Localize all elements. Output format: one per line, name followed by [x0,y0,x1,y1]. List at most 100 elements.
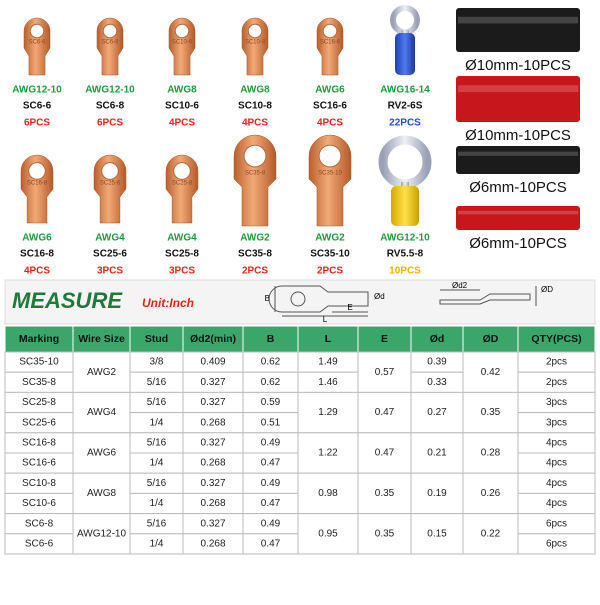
cell-text: 0.327 [200,478,225,489]
awg-label: AWG16-14 [380,85,430,96]
header-label: L [325,333,332,345]
table-cell [462,472,519,515]
cell-text: 3pcs [546,397,567,408]
cell-text: 0.33 [427,377,447,388]
cell-text: 0.47 [261,498,281,509]
lug-hole [28,162,46,180]
cell-text: 0.268 [200,458,225,469]
diagram-label: B [265,294,270,303]
header-label: B [267,333,275,345]
cell-text: 5/16 [147,377,167,388]
tube-shine [458,85,578,93]
qty-label: 4PCS [317,118,343,129]
cell-text: 1.29 [318,407,338,418]
tube-label: Ø10mm-10PCS [465,57,571,74]
cell-text: 0.27 [427,407,447,418]
cell-text: 0.35 [481,407,501,418]
cell-text: 2pcs [546,377,567,388]
qty-label: 4PCS [169,118,195,129]
cell-text: 0.28 [481,448,501,459]
lug-stamp: SC25-8 [172,181,193,187]
lug-hole [102,23,118,39]
cell-text: 0.21 [427,448,447,459]
header-cell [72,325,131,353]
heat-shrink-tube [456,8,580,52]
header-label: Stud [145,333,168,345]
ring [390,5,420,35]
table-cell [410,391,464,434]
cell-text: AWG4 [87,407,117,418]
cell-text: SC25-6 [22,417,56,428]
lug-hole [174,23,190,39]
cell-text: 1.46 [318,377,338,388]
cell-text: 0.47 [375,407,395,418]
cell-text: 0.327 [200,518,225,529]
cell-text: 4pcs [546,438,567,449]
awg-label: AWG6 [315,85,345,96]
lug-stamp: SC16-8 [27,181,48,187]
cell-text: 0.47 [375,448,395,459]
cell-text: AWG12-10 [77,528,127,539]
cell-text: SC35-8 [22,377,56,388]
table-cell [357,513,412,555]
cell-text: 0.47 [261,458,281,469]
cell-text: 4pcs [546,478,567,489]
model-label: SC10-6 [165,101,199,112]
heat-shrink-tube [456,146,580,174]
table-cell [357,351,412,393]
awg-label: AWG4 [167,233,197,244]
table-cell [410,472,464,515]
awg-label: AWG8 [167,85,197,96]
cell-text: 3/8 [150,357,164,368]
lug-hole [322,23,338,39]
table-cell [462,513,519,555]
cell-text: AWG6 [87,448,117,459]
header-cell [297,325,359,353]
cell-text: 0.47 [261,539,281,550]
cell-text: 0.62 [261,357,281,368]
model-label: SC25-8 [165,249,199,260]
cell-text: 1.49 [318,357,338,368]
header-cell [462,325,519,353]
qty-label: 6PCS [97,118,123,129]
lug-hole [101,162,119,180]
diagram-label: Ød2 [452,281,468,290]
awg-label: AWG6 [22,233,52,244]
cell-text: SC10-6 [22,498,56,509]
tube-shine [458,151,578,156]
ring-neck [401,30,409,35]
cell-text: SC16-8 [22,438,56,449]
cell-text: 0.19 [427,488,447,499]
header-label: E [381,333,388,345]
lug-stamp: SC10-6 [172,40,193,46]
cell-text: AWG2 [87,367,117,378]
qty-label: 22PCS [389,118,421,129]
lug-stamp: SC6-6 [28,40,46,46]
cell-text: SC35-10 [19,357,59,368]
cell-text: SC6-8 [25,518,54,529]
tube-label: Ø10mm-10PCS [465,127,571,144]
header-cell [517,325,596,353]
heat-shrink-tube [456,206,580,230]
cell-text: 0.268 [200,417,225,428]
qty-label: 6PCS [24,118,50,129]
header-label: ØD [483,333,499,345]
cell-text: 1/4 [150,539,164,550]
table-cell [297,432,359,474]
qty-label: 4PCS [24,266,50,277]
cell-text: 0.51 [261,417,281,428]
cell-text: 3pcs [546,417,567,428]
lug-stamp: SC16-6 [320,40,341,46]
diagram-label: ØD [541,285,553,294]
cell-text: 1/4 [150,498,164,509]
lug-stamp: SC10-8 [245,40,266,46]
cell-text: 5/16 [147,438,167,449]
awg-label: AWG12-10 [85,85,135,96]
cell-text: 0.327 [200,397,225,408]
cell-text: 0.409 [200,357,225,368]
tube-label: Ø6mm-10PCS [469,235,567,252]
awg-label: AWG4 [95,233,125,244]
lug-stamp: SC6-8 [101,40,119,46]
cell-text: 0.22 [481,528,501,539]
cell-text: 0.49 [261,438,281,449]
